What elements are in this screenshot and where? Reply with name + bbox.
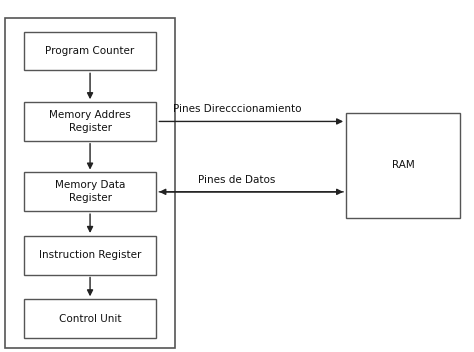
Bar — [24, 172, 156, 211]
Bar — [5, 18, 175, 348]
Text: Memory Addres
Register: Memory Addres Register — [49, 110, 131, 133]
Bar — [24, 32, 156, 70]
Bar — [346, 113, 460, 218]
Text: Instruction Register: Instruction Register — [39, 250, 141, 260]
Bar — [24, 236, 156, 275]
Text: RAM: RAM — [392, 161, 414, 170]
Bar — [24, 299, 156, 338]
Text: Memory Data
Register: Memory Data Register — [55, 180, 125, 203]
Text: Pines Direcccionamiento: Pines Direcccionamiento — [173, 105, 301, 114]
Bar — [24, 102, 156, 141]
Text: Pines de Datos: Pines de Datos — [198, 175, 276, 185]
Text: Program Counter: Program Counter — [46, 46, 135, 56]
Text: Control Unit: Control Unit — [59, 314, 121, 323]
